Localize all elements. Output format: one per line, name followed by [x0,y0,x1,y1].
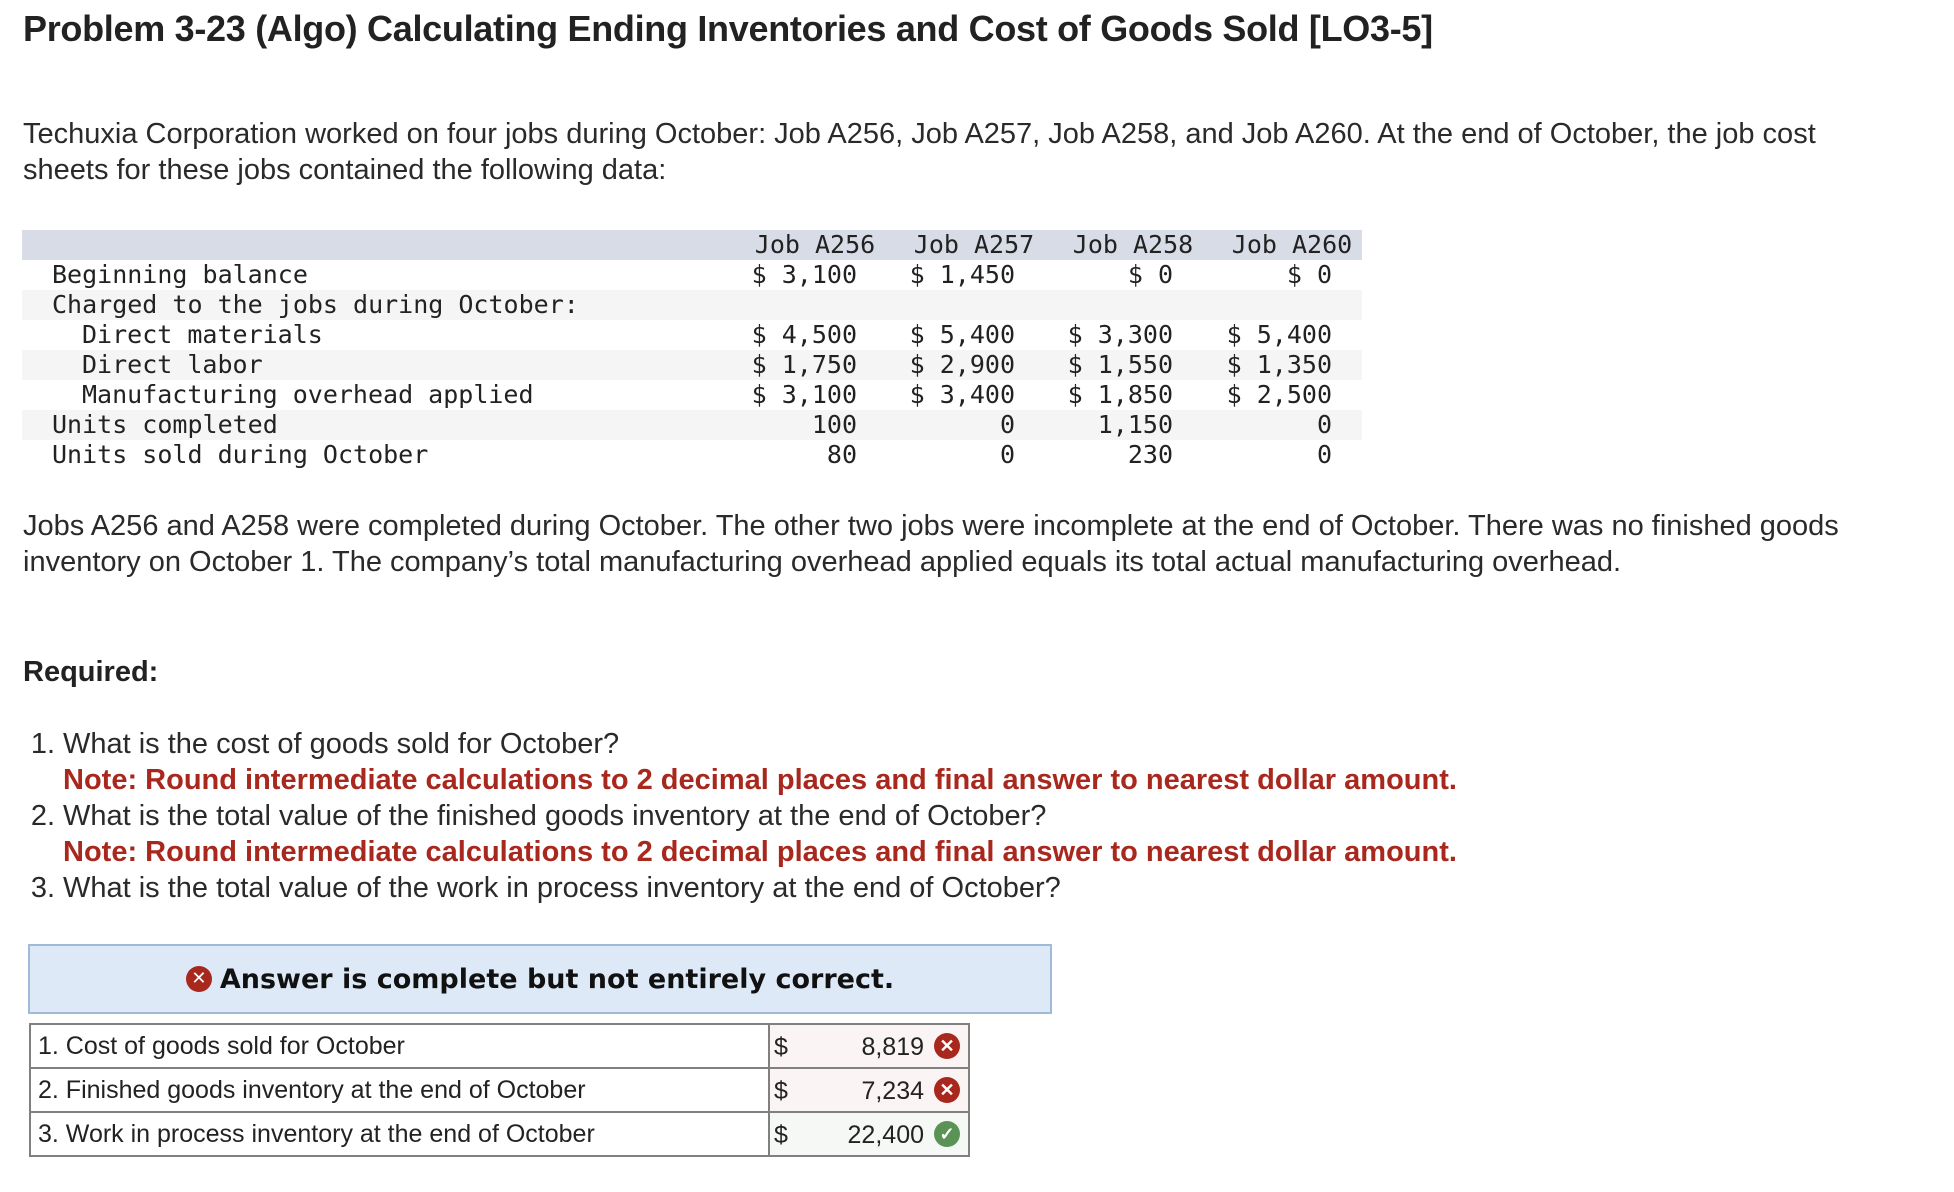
question-note: Note: Round intermediate calculations to… [63,836,1457,868]
answer-label: 1. Cost of goods sold for October [29,1023,770,1069]
currency-symbol: $ [774,1121,788,1149]
table-cell: $ 3,300 [1067,320,1173,349]
table-cell: $ 2,500 [1226,380,1332,409]
question-item: 3. What is the total value of the work i… [23,870,1457,906]
question-number: 1. [30,728,55,760]
row-label: Manufacturing overhead applied [82,380,534,409]
table-cell: 230 [1127,440,1173,469]
incorrect-icon: ✕ [934,1077,960,1103]
table-header-row: Job A256 Job A257 Job A258 Job A260 [22,230,1362,260]
table-row: Direct labor $ 1,750 $ 2,900 $ 1,550 $ 1… [22,350,1362,380]
table-cell: 0 [999,410,1015,439]
question-item: 1. What is the cost of goods sold for Oc… [23,726,1457,798]
table-row: Direct materials $ 4,500 $ 5,400 $ 3,300… [22,320,1362,350]
question-number: 2. [30,800,55,832]
table-cell: $ 1,550 [1067,350,1173,379]
question-item: 2. What is the total value of the finish… [23,798,1457,870]
info-paragraph: Jobs A256 and A258 were completed during… [23,510,1839,578]
table-row: Manufacturing overhead applied $ 3,100 $… [22,380,1362,410]
x-circle-icon: ✕ [185,966,212,992]
row-label: Direct materials [82,320,323,349]
answer-value-cell[interactable]: $ 22,400 ✓ [768,1111,970,1157]
table-cell: $ 2,900 [909,350,1015,379]
row-label: Charged to the jobs during October: [52,290,579,319]
row-label: Units completed [52,410,278,439]
answer-label: 2. Finished goods inventory at the end o… [29,1067,770,1113]
job-cost-table: Job A256 Job A257 Job A258 Job A260 Begi… [22,230,1362,470]
table-row: Units completed 100 0 1,150 0 [22,410,1362,440]
question-text: What is the total value of the finished … [63,800,1047,832]
row-label: Beginning balance [52,260,308,289]
table-cell: $ 3,100 [751,260,857,289]
table-cell: $ 1,750 [751,350,857,379]
answer-value: 7,234 [861,1077,924,1105]
table-cell: $ 3,100 [751,380,857,409]
currency-symbol: $ [774,1033,788,1061]
question-text: What is the total value of the work in p… [63,872,1061,904]
table-cell: 0 [1316,440,1332,469]
table-cell: $ 5,400 [909,320,1015,349]
answer-status-banner: ✕ Answer is complete but not entirely co… [28,944,1052,1014]
question-number: 3. [30,872,55,904]
answer-value-cell[interactable]: $ 7,234 ✕ [768,1067,970,1113]
row-label: Direct labor [82,350,263,379]
table-cell: $ 4,500 [751,320,857,349]
table-row: Units sold during October 80 0 230 0 [22,440,1362,470]
table-row: Charged to the jobs during October: [22,290,1362,320]
table-row: Beginning balance $ 3,100 $ 1,450 $ 0 $ … [22,260,1362,290]
answer-value: 8,819 [861,1033,924,1061]
table-cell: $ 3,400 [909,380,1015,409]
currency-symbol: $ [774,1077,788,1105]
table-cell: 100 [811,410,857,439]
answer-table: 1. Cost of goods sold for October $ 8,81… [29,1023,970,1157]
page-title: Problem 3-23 (Algo) Calculating Ending I… [23,8,1433,49]
checkmark-icon: ✓ [934,1121,960,1147]
table-cell: $ 1,350 [1226,350,1332,379]
answer-value-cell[interactable]: $ 8,819 ✕ [768,1023,970,1069]
answer-value: 22,400 [847,1121,924,1149]
question-list: 1. What is the cost of goods sold for Oc… [23,726,1457,906]
table-cell: 80 [826,440,857,469]
table-cell: $ 1,450 [909,260,1015,289]
table-cell: $ 5,400 [1226,320,1332,349]
intro-paragraph: Techuxia Corporation worked on four jobs… [23,118,1816,186]
column-header: Job A260 [1231,230,1353,259]
required-heading: Required: [23,656,159,688]
table-cell: 0 [999,440,1015,469]
question-note: Note: Round intermediate calculations to… [63,764,1457,796]
answer-label: 3. Work in process inventory at the end … [29,1111,770,1157]
answer-row: 3. Work in process inventory at the end … [29,1111,970,1157]
table-cell: $ 0 [1127,260,1173,289]
table-cell: 1,150 [1097,410,1173,439]
answer-row: 1. Cost of goods sold for October $ 8,81… [29,1023,970,1069]
column-header: Job A258 [1072,230,1194,259]
question-text: What is the cost of goods sold for Octob… [63,728,620,760]
table-cell: $ 1,850 [1067,380,1173,409]
incorrect-icon: ✕ [934,1033,960,1059]
answer-row: 2. Finished goods inventory at the end o… [29,1067,970,1113]
row-label: Units sold during October [52,440,429,469]
column-header: Job A256 [754,230,876,259]
answer-status-text: Answer is complete but not entirely corr… [219,963,895,995]
column-header: Job A257 [913,230,1035,259]
table-cell: $ 0 [1286,260,1332,289]
table-cell: 0 [1316,410,1332,439]
